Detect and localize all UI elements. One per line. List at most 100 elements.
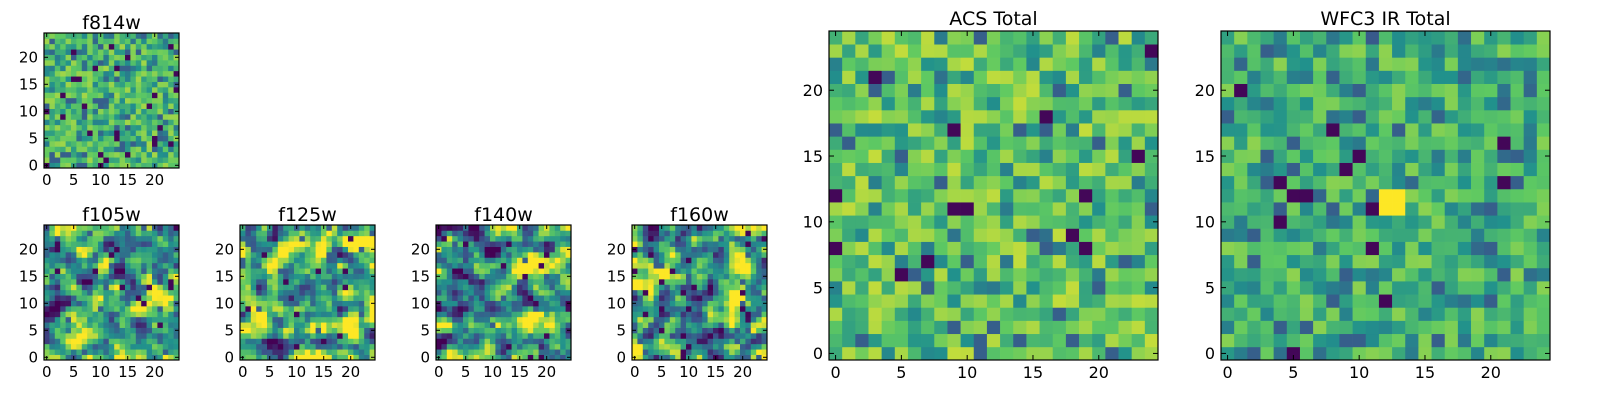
- heatmap-cell: [468, 316, 475, 323]
- heatmap-cell: [108, 124, 115, 131]
- heatmap-cell: [119, 119, 126, 126]
- heatmap-cell: [245, 311, 252, 318]
- heatmap-cell: [506, 284, 512, 291]
- heatmap-cell: [761, 230, 768, 237]
- heatmap-cell: [1131, 241, 1146, 256]
- heatmap-cell: [632, 316, 638, 323]
- heatmap-cell: [288, 262, 295, 269]
- heatmap-cell: [829, 109, 843, 124]
- heatmap-cell: [1444, 320, 1459, 335]
- heatmap-cell: [1221, 31, 1235, 45]
- heatmap-cell: [98, 333, 104, 339]
- heatmap-cell: [54, 338, 61, 345]
- heatmap-cell: [511, 327, 518, 334]
- heatmap-cell: [272, 300, 279, 307]
- heatmap-cell: [1000, 254, 1014, 269]
- heatmap-cell: [495, 338, 502, 345]
- heatmap-cell: [141, 327, 147, 334]
- heatmap-cell: [680, 316, 687, 323]
- heatmap-cell: [114, 354, 120, 361]
- heatmap-cell: [921, 123, 935, 137]
- heatmap-cell: [87, 252, 93, 258]
- heatmap-cell: [168, 354, 174, 361]
- heatmap-cell: [934, 333, 948, 348]
- heatmap-cell: [1092, 320, 1106, 335]
- heatmap-cell: [353, 306, 360, 312]
- heatmap-cell: [829, 320, 843, 335]
- heatmap-cell: [648, 257, 654, 264]
- heatmap-cell: [868, 123, 882, 137]
- heatmap-cell: [299, 311, 306, 318]
- heatmap-cell: [49, 333, 56, 339]
- heatmap-cell: [108, 284, 115, 291]
- heatmap-cell: [495, 295, 502, 301]
- heatmap-cell: [718, 225, 725, 231]
- heatmap-cell: [669, 284, 676, 291]
- heatmap-cell: [1536, 96, 1551, 111]
- heatmap-cell: [1092, 241, 1106, 256]
- heatmap-cell: [490, 235, 496, 242]
- heatmap-cell: [168, 338, 174, 345]
- heatmap-cell: [745, 230, 752, 237]
- heatmap-cell: [272, 311, 279, 318]
- heatmap-cell: [696, 289, 703, 296]
- heatmap-cell: [1221, 333, 1235, 348]
- heatmap-cell: [921, 31, 935, 45]
- heatmap-cell: [125, 135, 131, 142]
- heatmap-cell: [369, 295, 376, 301]
- heatmap-cell: [947, 215, 961, 229]
- heatmap-cell: [973, 320, 988, 335]
- heatmap-cell: [1105, 267, 1119, 282]
- heatmap-cell: [272, 225, 279, 231]
- heatmap-cell: [664, 230, 671, 237]
- heatmap-cell: [130, 103, 137, 109]
- heatmap-cell: [92, 230, 99, 237]
- heatmap-cell: [511, 241, 518, 247]
- heatmap-cell: [304, 252, 311, 258]
- heatmap-cell: [326, 322, 333, 328]
- heatmap-cell: [87, 49, 93, 55]
- heatmap-cell: [125, 333, 131, 339]
- heatmap-cell: [1299, 267, 1314, 282]
- heatmap-cell: [527, 343, 534, 350]
- heatmap-cell: [1039, 228, 1054, 242]
- heatmap-cell: [1392, 294, 1406, 308]
- heatmap-cell: [881, 123, 896, 137]
- heatmap-cell: [702, 311, 708, 318]
- heatmap-cell: [81, 54, 88, 61]
- heatmap-cell: [761, 343, 768, 350]
- heatmap-cell: [457, 295, 464, 301]
- heatmap-cell: [855, 281, 869, 295]
- heatmap-cell: [1339, 267, 1353, 282]
- heatmap-cell: [1039, 241, 1054, 256]
- heatmap-cell: [240, 343, 246, 350]
- heatmap-cell: [162, 262, 169, 269]
- heatmap-cell: [1326, 267, 1340, 282]
- heatmap-cell: [554, 241, 561, 247]
- heatmap-cell: [337, 343, 343, 350]
- heatmap-cell: [92, 289, 99, 296]
- heatmap-cell: [364, 354, 370, 361]
- heatmap-cell: [348, 273, 354, 280]
- heatmap-cell: [81, 279, 88, 285]
- heatmap-cell: [1105, 109, 1119, 124]
- heatmap-cell: [1523, 346, 1538, 361]
- heatmap-cell: [119, 289, 126, 296]
- heatmap-cell: [1000, 123, 1014, 137]
- heatmap-cell: [326, 225, 333, 231]
- heatmap-cell: [713, 349, 719, 355]
- heatmap-cell: [87, 273, 93, 280]
- heatmap-cell: [1378, 294, 1393, 308]
- heatmap-cell: [173, 130, 180, 136]
- heatmap-cell: [468, 311, 475, 318]
- heatmap-cell: [691, 354, 698, 361]
- heatmap-cell: [479, 225, 485, 231]
- heatmap-cell: [321, 235, 327, 242]
- heatmap-cell: [310, 333, 316, 339]
- heatmap-cell: [1000, 333, 1014, 348]
- heatmap-cell: [141, 295, 147, 301]
- heatmap-cell: [65, 295, 72, 301]
- heatmap-cell: [1365, 346, 1380, 361]
- heatmap-cell: [973, 346, 988, 361]
- heatmap-cell: [1523, 83, 1538, 98]
